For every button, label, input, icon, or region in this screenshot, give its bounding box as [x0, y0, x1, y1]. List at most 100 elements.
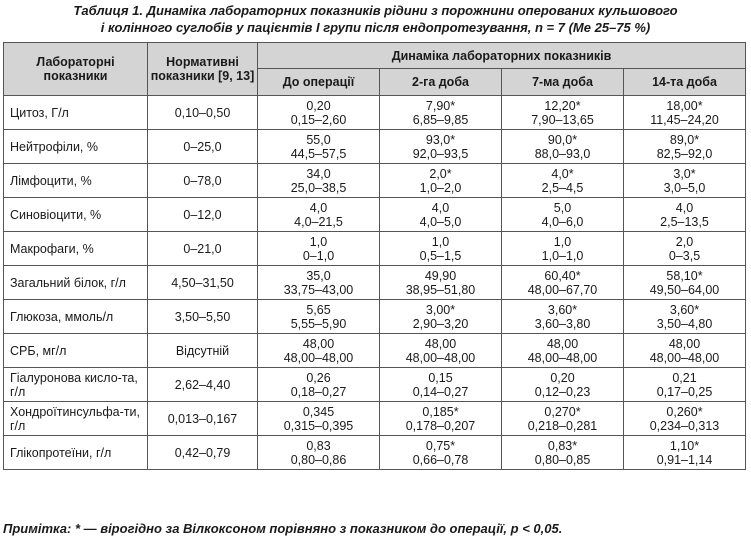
value-cell: 0,185* 0,178–0,207 [379, 401, 502, 436]
value-cell: 1,10* 0,91–1,14 [623, 435, 746, 470]
range-value: 49,50–64,00 [649, 282, 720, 297]
median-value: 0,83* [547, 438, 578, 453]
table-row: Цитоз, Г/л 0,10–0,50 0,20 0,15–2,60 7,90* 6,8… [3, 95, 746, 130]
median-value: 48,00 [302, 336, 335, 351]
range-value: 0,218–0,281 [527, 418, 598, 433]
indicator-name: Лімфоцити, % [3, 163, 148, 198]
value-cell: 48,00 48,00–48,00 [379, 333, 502, 368]
range-value: 0,12–0,23 [534, 384, 591, 399]
value-cell: 7,90* 6,85–9,85 [379, 95, 502, 130]
table-row: Глюкоза, ммоль/л 3,50–5,50 5,65 5,55–5,90 3,… [3, 299, 746, 334]
median-value: 48,00 [424, 336, 457, 351]
value-cell: 3,0* 3,0–5,0 [623, 163, 746, 198]
indicator-name: Хондроїтинсульфа-ти, г/л [3, 401, 148, 436]
table-row: Синовіоцити, % 0–12,0 4,0 4,0–21,5 4,0 4,0–5,… [3, 197, 746, 232]
range-value: 0,80–0,85 [534, 452, 591, 467]
range-value: 48,00–48,00 [649, 350, 720, 365]
range-value: 0,14–0,27 [412, 384, 469, 399]
range-value: 88,0–93,0 [534, 146, 591, 161]
value-cell: 0,270* 0,218–0,281 [501, 401, 624, 436]
value-cell: 3,00* 2,90–3,20 [379, 299, 502, 334]
value-cell: 0,15 0,14–0,27 [379, 367, 502, 402]
table-row: Загальний білок, г/л 4,50–31,50 35,0 33,75–… [3, 265, 746, 300]
value-cell: 3,60* 3,60–3,80 [501, 299, 624, 334]
median-value: 0,15 [428, 370, 453, 385]
range-value: 0,80–0,86 [290, 452, 347, 467]
median-value: 49,90 [424, 268, 457, 283]
range-value: 48,00–48,00 [527, 350, 598, 365]
norm-value: 0–12,0 [147, 197, 258, 232]
median-value: 58,10* [666, 268, 703, 283]
value-cell: 4,0* 2,5–4,5 [501, 163, 624, 198]
range-value: 2,5–4,5 [541, 180, 584, 195]
median-value: 1,0 [309, 234, 328, 249]
range-value: 44,5–57,5 [290, 146, 347, 161]
indicator-name: Цитоз, Г/л [3, 95, 148, 130]
median-value: 48,00 [546, 336, 579, 351]
value-cell: 48,00 48,00–48,00 [257, 333, 380, 368]
indicator-name: Глікопротеїни, г/л [3, 435, 148, 470]
value-cell: 0,21 0,17–0,25 [623, 367, 746, 402]
median-value: 0,21 [672, 370, 697, 385]
value-cell: 12,20* 7,90–13,65 [501, 95, 624, 130]
lab-results-table: Лабораторні показники Нормативні показни… [3, 42, 746, 470]
range-value: 0,15–2,60 [290, 112, 347, 127]
value-cell: 18,00* 11,45–24,20 [623, 95, 746, 130]
median-value: 0,83 [306, 438, 331, 453]
range-value: 0,17–0,25 [656, 384, 713, 399]
value-cell: 48,00 48,00–48,00 [623, 333, 746, 368]
caption-line-1: Таблиця 1. Динаміка лабораторних показни… [73, 3, 678, 18]
median-value: 5,65 [306, 302, 331, 317]
table-row: СРБ, мг/л Відсутній 48,00 48,00–48,00 48,00 4… [3, 333, 746, 368]
norm-value: 0–21,0 [147, 231, 258, 266]
value-cell: 89,0* 82,5–92,0 [623, 129, 746, 164]
median-value: 0,75* [425, 438, 456, 453]
value-cell: 0,20 0,12–0,23 [501, 367, 624, 402]
value-cell: 3,60* 3,50–4,80 [623, 299, 746, 334]
table-row: Глікопротеїни, г/л 0,42–0,79 0,83 0,80–0,86… [3, 435, 746, 470]
table-row: Макрофаги, % 0–21,0 1,0 0–1,0 1,0 0,5–1,5 1,0 1… [3, 231, 746, 266]
value-cell: 1,0 0–1,0 [257, 231, 380, 266]
value-cell: 0,83* 0,80–0,85 [501, 435, 624, 470]
median-value: 0,345 [302, 404, 335, 419]
median-value: 0,260* [666, 404, 703, 419]
median-value: 12,20* [544, 98, 581, 113]
range-value: 0,91–1,14 [656, 452, 713, 467]
indicator-name: Гіалуронова кисло-та, г/л [3, 367, 148, 402]
median-value: 1,0 [431, 234, 450, 249]
range-value: 2,5–13,5 [660, 214, 709, 229]
range-value: 38,95–51,80 [405, 282, 476, 297]
median-value: 34,0 [306, 166, 331, 181]
value-cell: 4,0 2,5–13,5 [623, 197, 746, 232]
median-value: 55,0 [306, 132, 331, 147]
norm-value: 0–25,0 [147, 129, 258, 164]
median-value: 35,0 [306, 268, 331, 283]
indicator-name: Макрофаги, % [3, 231, 148, 266]
value-cell: 93,0* 92,0–93,5 [379, 129, 502, 164]
header-period-day2: 2-га доба [379, 68, 502, 96]
range-value: 48,00–48,00 [405, 350, 476, 365]
median-value: 4,0 [675, 200, 694, 215]
value-cell: 1,0 0,5–1,5 [379, 231, 502, 266]
range-value: 3,60–3,80 [534, 316, 591, 331]
norm-value: Відсутній [147, 333, 258, 368]
header-period-day14: 14-та доба [623, 68, 746, 96]
median-value: 48,00 [668, 336, 701, 351]
range-value: 92,0–93,5 [412, 146, 469, 161]
value-cell: 2,0 0–3,5 [623, 231, 746, 266]
value-cell: 90,0* 88,0–93,0 [501, 129, 624, 164]
range-value: 0,315–0,395 [283, 418, 354, 433]
value-cell: 0,83 0,80–0,86 [257, 435, 380, 470]
range-value: 4,0–5,0 [419, 214, 462, 229]
range-value: 25,0–38,5 [290, 180, 347, 195]
value-cell: 0,20 0,15–2,60 [257, 95, 380, 130]
norm-value: 2,62–4,40 [147, 367, 258, 402]
median-value: 7,90* [425, 98, 456, 113]
table-row: Нейтрофіли, % 0–25,0 55,0 44,5–57,5 93,0* 92,… [3, 129, 746, 164]
range-value: 0,234–0,313 [649, 418, 720, 433]
range-value: 0,5–1,5 [419, 248, 462, 263]
norm-value: 4,50–31,50 [147, 265, 258, 300]
table-row: Гіалуронова кисло-та, г/л 2,62–4,40 0,26 0,… [3, 367, 746, 402]
value-cell: 48,00 48,00–48,00 [501, 333, 624, 368]
range-value: 48,00–48,00 [283, 350, 354, 365]
